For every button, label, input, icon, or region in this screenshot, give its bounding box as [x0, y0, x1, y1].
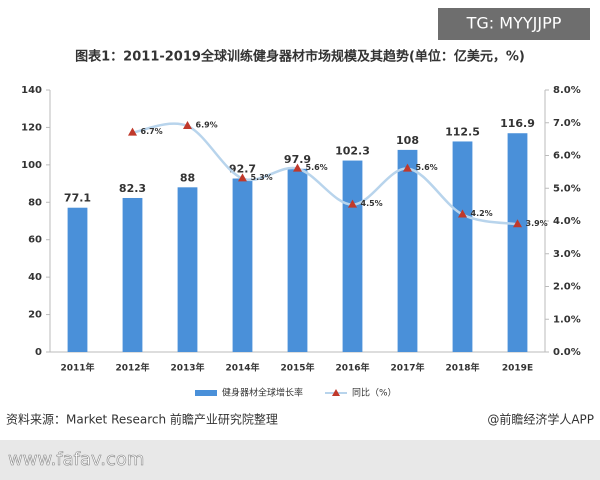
x-tick-label: 2011年	[60, 362, 94, 374]
bar	[342, 160, 363, 352]
legend-swatch	[332, 389, 340, 396]
watermark: TG: MYYJJPP	[466, 14, 562, 33]
y2-tick-label: 2.0%	[553, 282, 581, 293]
y2-tick-label: 6.0%	[553, 151, 581, 162]
bar	[507, 133, 528, 352]
x-tick-label: 2018年	[445, 362, 479, 374]
y-tick-label: 20	[28, 310, 42, 321]
bar	[232, 178, 253, 352]
line	[132, 122, 518, 226]
data-label: 88	[180, 171, 195, 184]
y2-tick-label: 8.0%	[553, 85, 581, 96]
data-label: 112.5	[445, 125, 480, 138]
data-label: 116.9	[500, 117, 535, 130]
x-tick-label: 2015年	[280, 362, 314, 374]
y-tick-label: 0	[35, 347, 42, 358]
data-label: 5.6%	[306, 163, 328, 172]
data-label: 108	[396, 134, 419, 147]
bar	[452, 141, 473, 352]
y-tick-label: 60	[28, 235, 42, 246]
data-label: 77.1	[64, 192, 91, 205]
x-tick-label: 2017年	[390, 362, 424, 374]
marker	[348, 199, 357, 208]
y2-tick-label: 3.0%	[553, 249, 581, 260]
data-label: 102.3	[335, 145, 370, 158]
y2-tick-label: 1.0%	[553, 314, 581, 325]
data-label: 5.6%	[416, 163, 438, 172]
y-tick-label: 140	[21, 85, 42, 96]
footer-band	[0, 440, 600, 480]
y2-tick-label: 5.0%	[553, 183, 581, 194]
watermark-box	[438, 8, 590, 40]
data-label: 4.5%	[361, 199, 383, 208]
marker	[183, 121, 192, 130]
marker	[293, 163, 302, 172]
y2-tick-label: 7.0%	[553, 118, 581, 129]
data-label: 6.7%	[141, 127, 163, 136]
y-tick-label: 80	[28, 197, 42, 208]
data-label: 4.2%	[471, 209, 493, 218]
legend-label: 健身器材全球增长率	[222, 387, 303, 399]
bar	[177, 187, 198, 352]
data-label: 6.9%	[196, 121, 218, 130]
y2-tick-label: 4.0%	[553, 216, 581, 227]
marker	[403, 163, 412, 172]
marker	[458, 209, 467, 218]
marker	[238, 173, 247, 182]
data-label: 5.3%	[251, 173, 273, 182]
x-tick-label: 2019E	[502, 364, 533, 374]
y2-tick-label: 0.0%	[553, 347, 581, 358]
data-label: 92.7	[229, 163, 256, 176]
legend-swatch	[195, 390, 217, 396]
x-tick-label: 2016年	[335, 362, 369, 374]
data-label: 3.9%	[526, 219, 548, 228]
bar	[287, 168, 308, 352]
source: 资料来源：Market Research 前瞻产业研究院整理	[6, 412, 278, 427]
x-tick-label: 2013年	[170, 362, 204, 374]
bar	[122, 197, 143, 352]
bar	[67, 207, 88, 352]
y-tick-label: 100	[21, 160, 42, 171]
y-tick-label: 40	[28, 272, 42, 283]
y-tick-label: 120	[21, 122, 42, 133]
data-label: 97.9	[284, 153, 311, 166]
marker	[513, 219, 522, 228]
marker	[128, 127, 137, 136]
x-tick-label: 2012年	[115, 362, 149, 374]
x-tick-label: 2014年	[225, 362, 259, 374]
legend-label: 同比（%）	[352, 387, 397, 399]
watermark: www.fafav.com	[8, 449, 144, 470]
credit: @前瞻经济学人APP	[487, 412, 594, 427]
bar	[397, 149, 418, 352]
chart-title: 图表1：2011-2019全球训练健身器材市场规模及其趋势(单位：亿美元，%)	[75, 49, 525, 65]
data-label: 82.3	[119, 182, 146, 195]
